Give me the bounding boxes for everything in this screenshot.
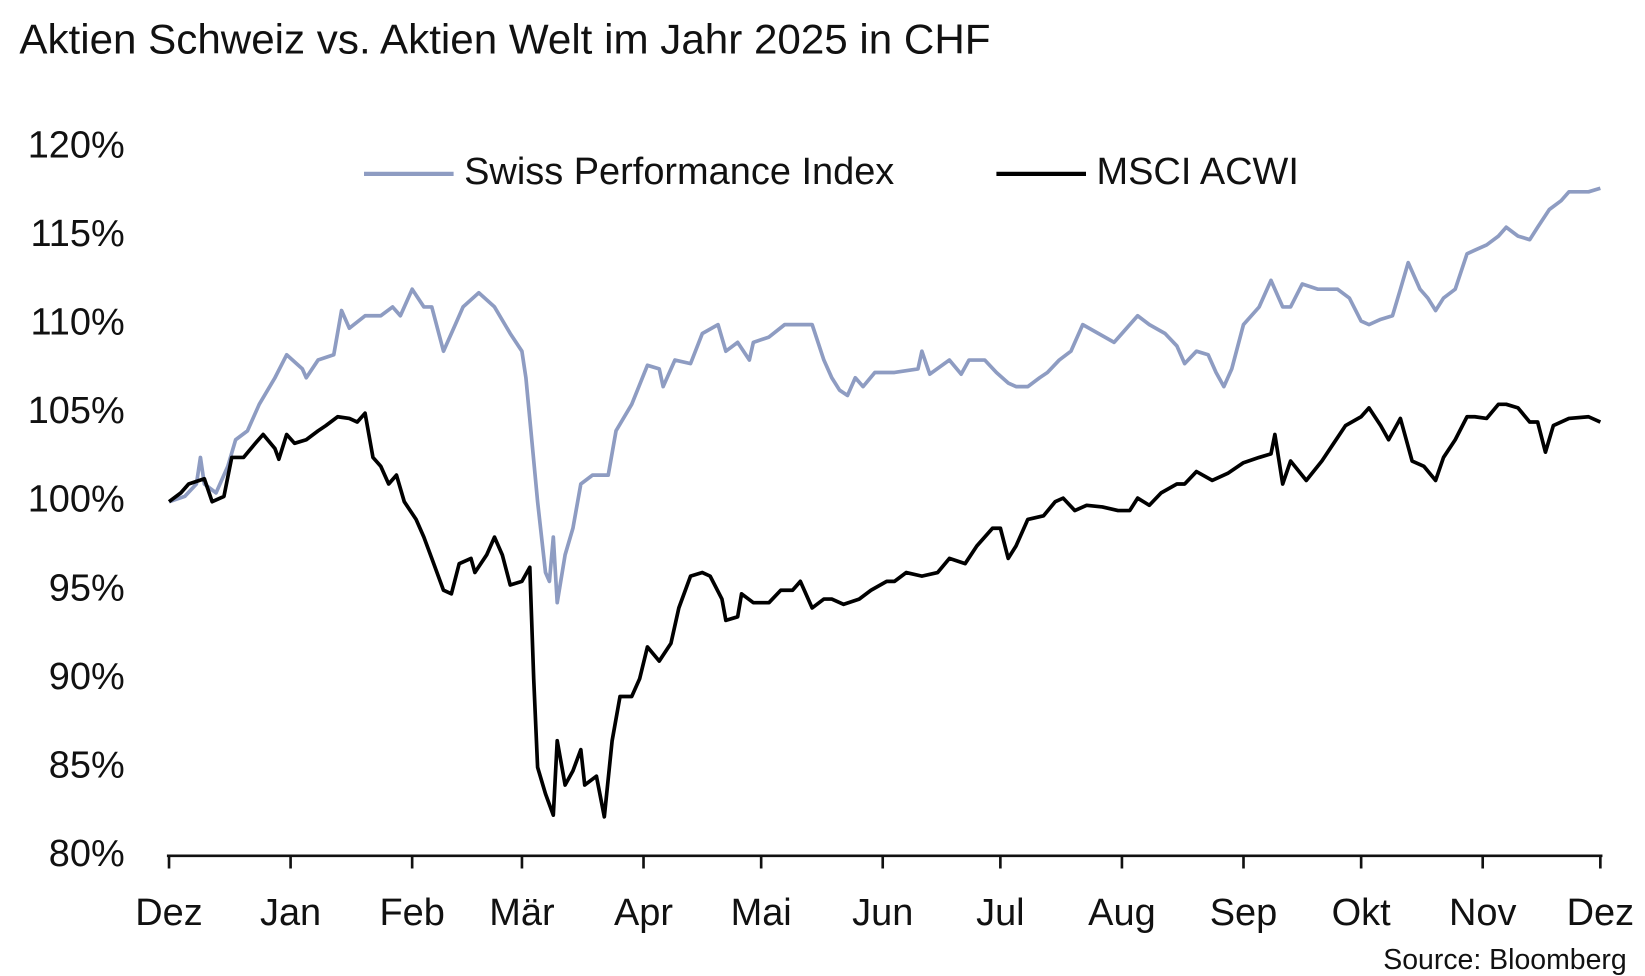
x-tick-label: Mär [489,892,554,934]
y-tick-label: 105% [28,390,125,432]
y-tick-label: 110% [31,302,125,344]
y-tick-label: 115% [31,213,125,255]
y-tick-label: 90% [49,656,125,698]
series-line [167,402,1602,819]
legend-label: MSCI ACWI [1097,151,1299,193]
y-tick-label: 100% [28,479,125,521]
x-tick-label: Nov [1449,892,1516,934]
x-tick-label: Mai [731,892,792,934]
series-line [168,186,1601,605]
y-tick-label: 85% [49,744,125,786]
source: Source: Bloomberg [1383,944,1626,976]
x-tick-label: Okt [1332,892,1391,934]
x-tick-label: Jul [976,892,1024,934]
x-tick-label: Dez [1567,892,1634,934]
y-tick-label: 95% [49,567,125,609]
chart-title: Aktien Schweiz vs. Aktien Welt im Jahr 2… [19,15,990,62]
x-tick-label: Jun [852,892,913,934]
x-tick-label: Aug [1088,892,1156,934]
x-tick-label: Dez [135,892,202,934]
y-tick-label: 80% [49,833,125,875]
x-tick-label: Feb [379,892,444,934]
x-tick-label: Sep [1210,892,1278,934]
y-tick-label: 120% [28,125,125,167]
x-tick-label: Apr [614,892,673,934]
x-tick-label: Jan [260,892,321,934]
legend-label: Swiss Performance Index [464,151,894,193]
